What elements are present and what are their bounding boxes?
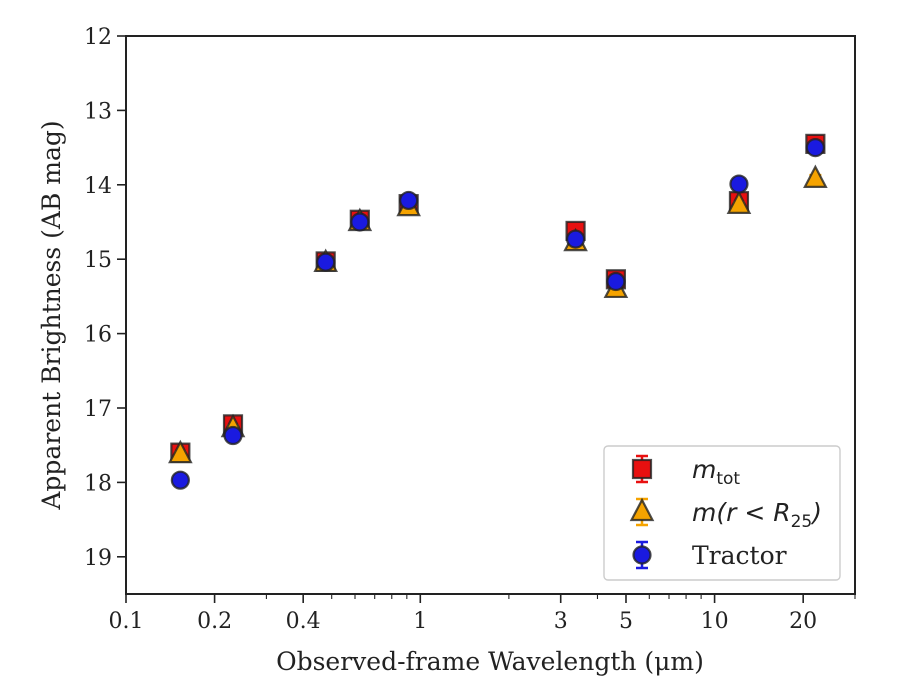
point-tractor [729, 174, 749, 194]
legend-label-paren: (r < R [716, 498, 790, 527]
y-tick-label: 12 [84, 25, 112, 50]
y-tick-label: 17 [84, 397, 112, 422]
point-m-r25 [803, 164, 828, 188]
legend-label-close: ) [810, 498, 822, 527]
legend-marker-tractor [632, 545, 652, 565]
point-tractor [606, 271, 626, 292]
point-tractor [565, 229, 586, 249]
legend-box [603, 445, 841, 581]
x-tick-label: 5 [619, 609, 633, 634]
y-tick-label: 16 [84, 323, 112, 348]
legend-label-sub: 25 [791, 512, 813, 532]
point-tractor [399, 190, 419, 211]
legend-label-m-r25: m(r < R25) [692, 498, 822, 532]
legend-marker-mtot [631, 458, 653, 480]
legend-label-mtot: mtot [692, 455, 740, 489]
series-m-r25 [168, 164, 828, 464]
x-tick-label: 0.4 [286, 609, 321, 634]
legend-label-sub: tot [716, 469, 740, 489]
point-tractor [223, 425, 243, 446]
y-tick-label: 19 [84, 546, 112, 571]
y-tick-label: 18 [84, 471, 112, 496]
x-tick-label: 3 [554, 609, 568, 634]
x-tick-label: 0.1 [109, 609, 144, 634]
point-m-r25 [168, 439, 193, 464]
point-tractor [350, 212, 370, 232]
series-mtot [170, 133, 826, 463]
y-tick-label: 15 [84, 248, 112, 273]
legend-label-tractor: Tractor [692, 541, 787, 570]
y-tick-label: 14 [84, 174, 112, 199]
point-tractor [316, 252, 336, 272]
x-tick-label: 20 [789, 609, 817, 634]
x-axis-label: Observed-frame Wavelength (μm) [276, 647, 704, 676]
plot-frame [125, 35, 856, 595]
x-tick-label: 0.2 [197, 609, 232, 634]
legend-label-main: m [692, 498, 716, 527]
legend-label-main: m [692, 455, 716, 484]
legend-marker-m-r25 [629, 497, 655, 522]
x-tick-label: 10 [701, 609, 729, 634]
y-axis-label: Apparent Brightness (AB mag) [37, 120, 66, 510]
point-m-r25 [726, 190, 752, 214]
series-tractor [170, 138, 825, 490]
point-tractor [805, 138, 825, 158]
plot-data [168, 133, 828, 490]
point-tractor [170, 470, 190, 490]
y-tick-label: 13 [84, 99, 112, 124]
x-tick-label: 1 [413, 609, 427, 634]
